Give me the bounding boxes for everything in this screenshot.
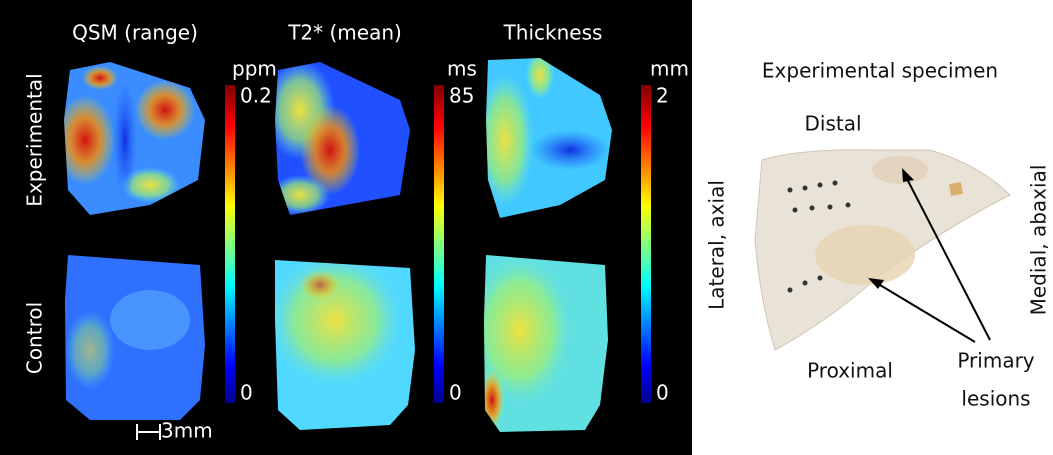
map-thickness-control <box>484 255 608 432</box>
specimen-photo <box>754 149 1011 351</box>
scale-bar <box>136 424 161 440</box>
direction-label: Medial, abaxial <box>1027 165 1051 316</box>
colorbar <box>434 85 444 403</box>
column-title: T2* (mean) <box>287 21 402 45</box>
colorbar-min: 0 <box>449 381 462 405</box>
colorbar-unit: mm <box>650 57 689 81</box>
map-t2-control <box>275 260 415 430</box>
row-label: Control <box>23 302 47 374</box>
colorbar-min: 0 <box>240 381 253 405</box>
scale-bar-label: 3mm <box>161 419 213 443</box>
map-qsm-experimental <box>64 62 205 215</box>
colorbar <box>641 85 651 403</box>
colorbar-max: 2 <box>656 84 669 108</box>
colorbar-unit: ms <box>447 57 477 81</box>
colorbar <box>225 85 235 403</box>
specimen-title: Experimental specimen <box>762 59 998 83</box>
colorbar-min: 0 <box>656 381 669 405</box>
arrows <box>868 168 991 343</box>
direction-label: Lateral, axial <box>705 180 729 310</box>
map-qsm-control <box>65 255 205 420</box>
direction-label: Distal <box>804 112 861 136</box>
row-label: Experimental <box>23 73 47 206</box>
column-title: Thickness <box>503 21 603 45</box>
lesion-label: Primary <box>957 349 1034 373</box>
colorbar-max: 0.2 <box>240 84 272 108</box>
lesion-label: lesions <box>961 387 1030 411</box>
column-title: QSM (range) <box>72 21 198 45</box>
colorbar-max: 85 <box>449 84 474 108</box>
direction-label: Proximal <box>807 359 893 383</box>
colorbar-unit: ppm <box>232 57 277 81</box>
